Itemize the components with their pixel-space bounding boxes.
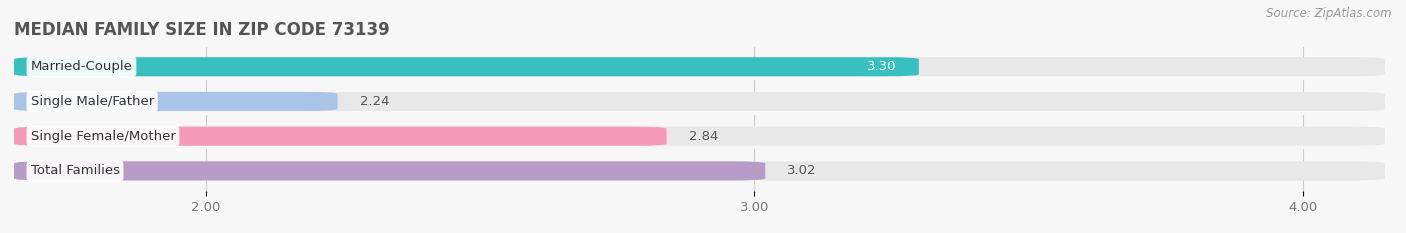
Text: Married-Couple: Married-Couple	[31, 60, 132, 73]
FancyBboxPatch shape	[14, 57, 918, 76]
FancyBboxPatch shape	[14, 161, 1385, 181]
Text: 3.02: 3.02	[787, 164, 817, 177]
Text: Single Female/Mother: Single Female/Mother	[31, 130, 176, 143]
FancyBboxPatch shape	[14, 161, 765, 181]
Text: MEDIAN FAMILY SIZE IN ZIP CODE 73139: MEDIAN FAMILY SIZE IN ZIP CODE 73139	[14, 21, 389, 39]
Text: 3.30: 3.30	[868, 60, 897, 73]
FancyBboxPatch shape	[14, 127, 1385, 146]
Text: 2.84: 2.84	[689, 130, 718, 143]
Text: Single Male/Father: Single Male/Father	[31, 95, 153, 108]
FancyBboxPatch shape	[14, 92, 337, 111]
FancyBboxPatch shape	[14, 57, 1385, 76]
FancyBboxPatch shape	[14, 92, 1385, 111]
Text: Total Families: Total Families	[31, 164, 120, 177]
Text: Source: ZipAtlas.com: Source: ZipAtlas.com	[1267, 7, 1392, 20]
FancyBboxPatch shape	[14, 127, 666, 146]
Text: 2.24: 2.24	[360, 95, 389, 108]
